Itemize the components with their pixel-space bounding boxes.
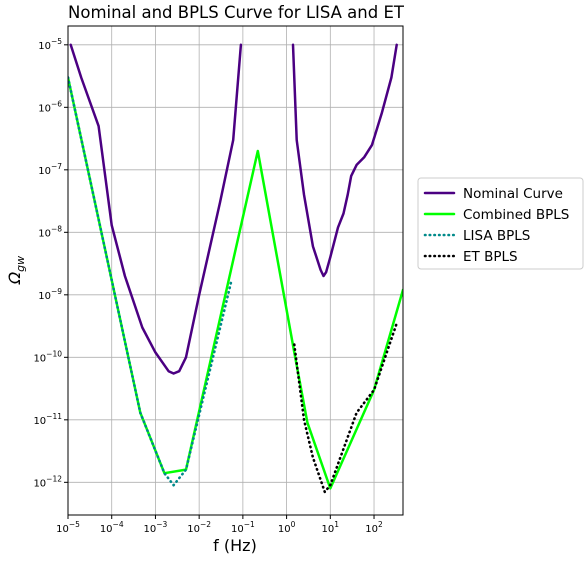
x-tick-label: 100 bbox=[278, 520, 296, 535]
y-tick-base: 10 bbox=[38, 291, 51, 302]
y-tick-exponent: −5 bbox=[51, 37, 62, 46]
x-tick-label: 10−2 bbox=[187, 520, 211, 535]
y-tick-exponent: −11 bbox=[46, 412, 62, 421]
plot-frame bbox=[67, 25, 404, 516]
legend-label: LISA BPLS bbox=[463, 228, 530, 244]
y-tick-exponent: −7 bbox=[51, 162, 62, 171]
y-tick-exponent: −9 bbox=[51, 287, 62, 296]
x-tick-base: 10 bbox=[278, 524, 291, 535]
y-tick-label: 10−6 bbox=[38, 99, 62, 114]
y-tick-label: 10−12 bbox=[33, 474, 62, 489]
x-tick-exponent: 2 bbox=[378, 520, 383, 529]
x-tick-base: 10 bbox=[365, 524, 378, 535]
x-tick-label: 10−1 bbox=[231, 520, 255, 535]
x-tick-label: 10−3 bbox=[144, 520, 168, 535]
y-tick-base: 10 bbox=[38, 166, 51, 177]
x-axis: 10−5 10−4 10−3 10−2 10−1 100 101 102 bbox=[56, 515, 383, 535]
x-tick-exponent: −5 bbox=[69, 520, 80, 529]
legend-label: Combined BPLS bbox=[463, 207, 569, 223]
x-tick-base: 10 bbox=[56, 524, 69, 535]
y-tick-label: 10−9 bbox=[38, 287, 62, 302]
legend: Nominal Curve Combined BPLS LISA BPLS ET B… bbox=[417, 177, 584, 270]
x-tick-exponent: −2 bbox=[200, 520, 211, 529]
x-tick-exponent: −1 bbox=[244, 520, 255, 529]
series-line-nominal-curve bbox=[69, 43, 243, 375]
y-tick-base: 10 bbox=[38, 228, 51, 239]
y-axis-label-sub: gw bbox=[14, 256, 27, 272]
x-tick-exponent: 0 bbox=[291, 520, 296, 529]
y-tick-base: 10 bbox=[33, 416, 46, 427]
x-tick-exponent: 1 bbox=[334, 520, 339, 529]
y-tick-label: 10−8 bbox=[38, 224, 62, 239]
y-tick-exponent: −12 bbox=[46, 474, 62, 483]
x-tick-base: 10 bbox=[322, 524, 335, 535]
series-line-nominal-curve bbox=[291, 43, 398, 278]
legend-entry: Nominal Curve bbox=[423, 186, 563, 202]
y-tick-exponent: −8 bbox=[51, 224, 62, 233]
y-axis-label: Ωgw bbox=[5, 256, 27, 285]
series-layer bbox=[68, 43, 403, 494]
legend-label: ET BPLS bbox=[463, 249, 518, 265]
y-tick-base: 10 bbox=[38, 41, 51, 52]
x-tick-label: 102 bbox=[365, 520, 383, 535]
y-tick-base: 10 bbox=[38, 103, 51, 114]
y-tick-base: 10 bbox=[33, 478, 46, 489]
x-tick-label: 10−4 bbox=[100, 520, 124, 535]
y-axis-label-main: Ω bbox=[5, 271, 24, 285]
series-line-et-bpls bbox=[293, 322, 398, 494]
legend-box bbox=[417, 177, 584, 270]
x-tick-base: 10 bbox=[100, 524, 113, 535]
y-tick-exponent: −10 bbox=[46, 349, 62, 358]
y-tick-label: 10−5 bbox=[38, 37, 62, 52]
x-tick-label: 101 bbox=[322, 520, 340, 535]
legend-entry: Combined BPLS bbox=[423, 207, 569, 223]
y-tick-base: 10 bbox=[33, 353, 46, 364]
y-tick-label: 10−7 bbox=[38, 162, 62, 177]
legend-entry: ET BPLS bbox=[423, 249, 518, 265]
y-tick-exponent: −6 bbox=[51, 99, 62, 108]
x-tick-base: 10 bbox=[187, 524, 200, 535]
series-line-lisa-bpls bbox=[68, 76, 233, 487]
y-tick-label: 10−10 bbox=[33, 349, 62, 364]
x-tick-exponent: −4 bbox=[113, 520, 124, 529]
legend-label: Nominal Curve bbox=[463, 186, 563, 202]
x-tick-base: 10 bbox=[144, 524, 157, 535]
x-tick-base: 10 bbox=[231, 524, 244, 535]
x-tick-exponent: −3 bbox=[156, 520, 167, 529]
y-tick-label: 10−11 bbox=[33, 412, 62, 427]
x-axis-label: f (Hz) bbox=[213, 536, 257, 555]
legend-entry: LISA BPLS bbox=[423, 228, 530, 244]
x-tick-label: 10−5 bbox=[56, 520, 80, 535]
chart-title: Nominal and BPLS Curve for LISA and ET bbox=[68, 3, 405, 22]
